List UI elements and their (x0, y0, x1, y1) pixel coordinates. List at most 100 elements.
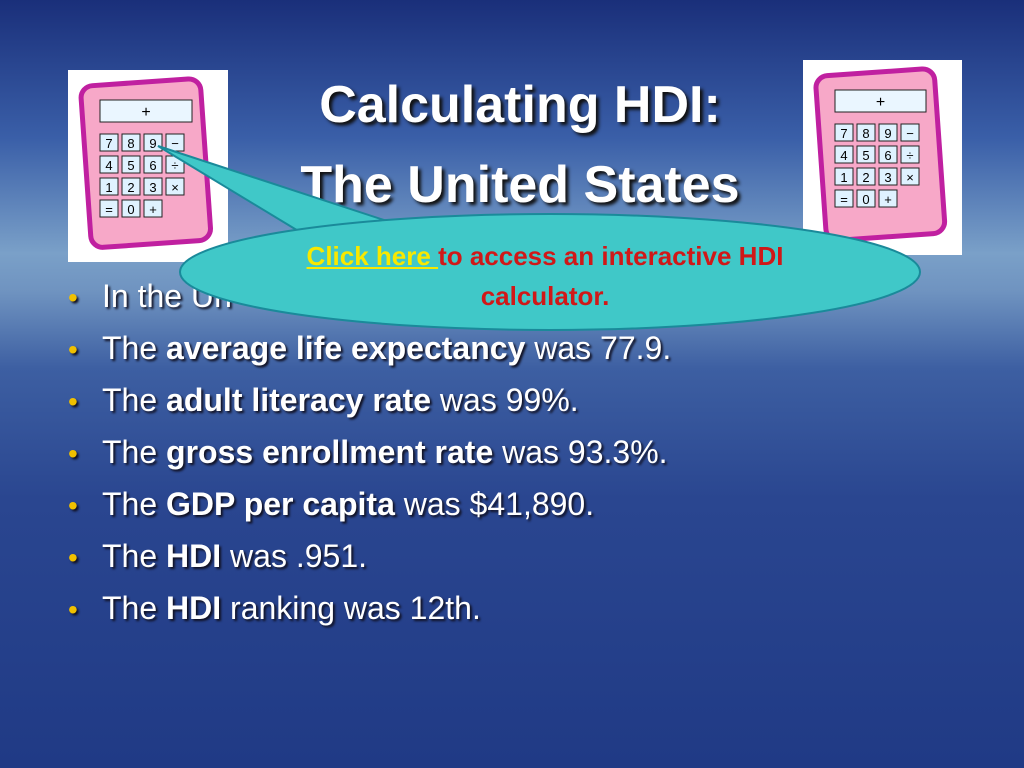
key-label: − (906, 126, 914, 141)
bullet-text: The (102, 434, 167, 470)
bullet: • The HDI ranking was 12th. (68, 590, 481, 627)
key-label: 1 (840, 170, 847, 185)
key-label: 2 (127, 180, 134, 195)
key (834, 123, 854, 142)
callout-text: Click here to access an interactive HDI … (300, 236, 790, 316)
bullet-dot: • (68, 334, 78, 365)
key (878, 167, 898, 186)
bullet-bold: HDI (166, 538, 222, 574)
key-label: 5 (127, 158, 134, 173)
key-label: − (171, 136, 179, 151)
key (856, 123, 876, 142)
key-label: × (906, 170, 914, 185)
key (143, 177, 163, 196)
callout-bubble (179, 213, 921, 331)
key (834, 189, 854, 208)
bullet-text: The (102, 382, 167, 418)
bullet-dot: • (68, 438, 78, 469)
key-label: 3 (884, 170, 891, 185)
key-label: 7 (105, 136, 112, 151)
key (99, 177, 119, 196)
key (878, 145, 898, 164)
calculator-icon: +7 8 9 − 4 5 6 ÷ 1 2 3 × = 0 + (68, 70, 228, 262)
key (121, 177, 141, 196)
bullet: • The adult literacy rate was 99%. (68, 382, 579, 419)
key-label: + (884, 192, 892, 207)
bullet: • The GDP per capita was $41,890. (68, 486, 594, 523)
bullet-dot: • (68, 542, 78, 573)
key-label: 9 (149, 136, 156, 151)
bullet-dot: • (68, 490, 78, 521)
bullet-dot: • (68, 386, 78, 417)
bullet: • The HDI was .951. (68, 538, 367, 575)
bullet-text: The (102, 486, 167, 522)
key (143, 155, 163, 174)
key (834, 145, 854, 164)
key-label: ÷ (171, 158, 178, 173)
key (99, 155, 119, 174)
bullet-bold: GDP per capita (166, 486, 395, 522)
calculator-display (834, 89, 927, 113)
key (99, 133, 119, 152)
bullet-text: ranking was 12th. (221, 590, 481, 626)
title: The United States (300, 156, 740, 214)
bullet: • The gross enrollment rate was 93.3%. (68, 434, 668, 471)
bullet: • The average life expectancy was 77.9. (68, 330, 671, 367)
key (121, 155, 141, 174)
bullet-bold: adult literacy rate (166, 382, 432, 418)
bullet-dot: • (68, 282, 78, 313)
key-label: 8 (127, 136, 134, 151)
key-label: 6 (149, 158, 156, 173)
key-label: = (840, 192, 848, 207)
bullet-bold: average life expectancy (166, 330, 526, 366)
bullet-text: was .951. (221, 538, 367, 574)
bullet-text: The (102, 330, 167, 366)
key (856, 189, 876, 208)
key-label: 0 (862, 192, 869, 207)
key (143, 199, 163, 218)
bullet-dot: • (68, 594, 78, 625)
key (900, 123, 920, 142)
key-label: 4 (840, 148, 847, 163)
key (99, 199, 119, 218)
key (834, 167, 854, 186)
key (878, 189, 898, 208)
key (121, 133, 141, 152)
key-label: × (171, 180, 179, 195)
key (143, 133, 163, 152)
bullet-text: The (102, 538, 167, 574)
calculator-link[interactable]: Click here (306, 241, 439, 271)
key-label: 3 (149, 180, 156, 195)
key-label: 5 (862, 148, 869, 163)
bullet-text: was 93.3%. (493, 434, 668, 470)
callout-message: to access an interactive HDI calculator. (438, 241, 784, 311)
calculator-display (99, 99, 193, 123)
key (878, 123, 898, 142)
bullet-text: was $41,890. (394, 486, 595, 522)
bullet-text: The (102, 590, 167, 626)
key-label: 6 (884, 148, 891, 163)
key-label: 2 (862, 170, 869, 185)
key (900, 145, 920, 164)
display-symbol: + (876, 94, 885, 111)
key-label: + (149, 202, 157, 217)
key-label: 0 (127, 202, 134, 217)
key (165, 177, 185, 196)
display-symbol: + (141, 104, 150, 121)
key (121, 199, 141, 218)
bullet-text: was 77.9. (525, 330, 672, 366)
key (856, 145, 876, 164)
key-label: = (105, 202, 113, 217)
key (856, 167, 876, 186)
bullet-bold: HDI (166, 590, 222, 626)
key-label: ÷ (906, 148, 913, 163)
bullet-bold: gross enrollment rate (166, 434, 494, 470)
key (900, 167, 920, 186)
key-label: 7 (840, 126, 847, 141)
key-label: 9 (884, 126, 891, 141)
key-label: 1 (105, 180, 112, 195)
bullet-text: was 99%. (431, 382, 579, 418)
key-label: 8 (862, 126, 869, 141)
title: Calculating HDI: (319, 76, 721, 134)
